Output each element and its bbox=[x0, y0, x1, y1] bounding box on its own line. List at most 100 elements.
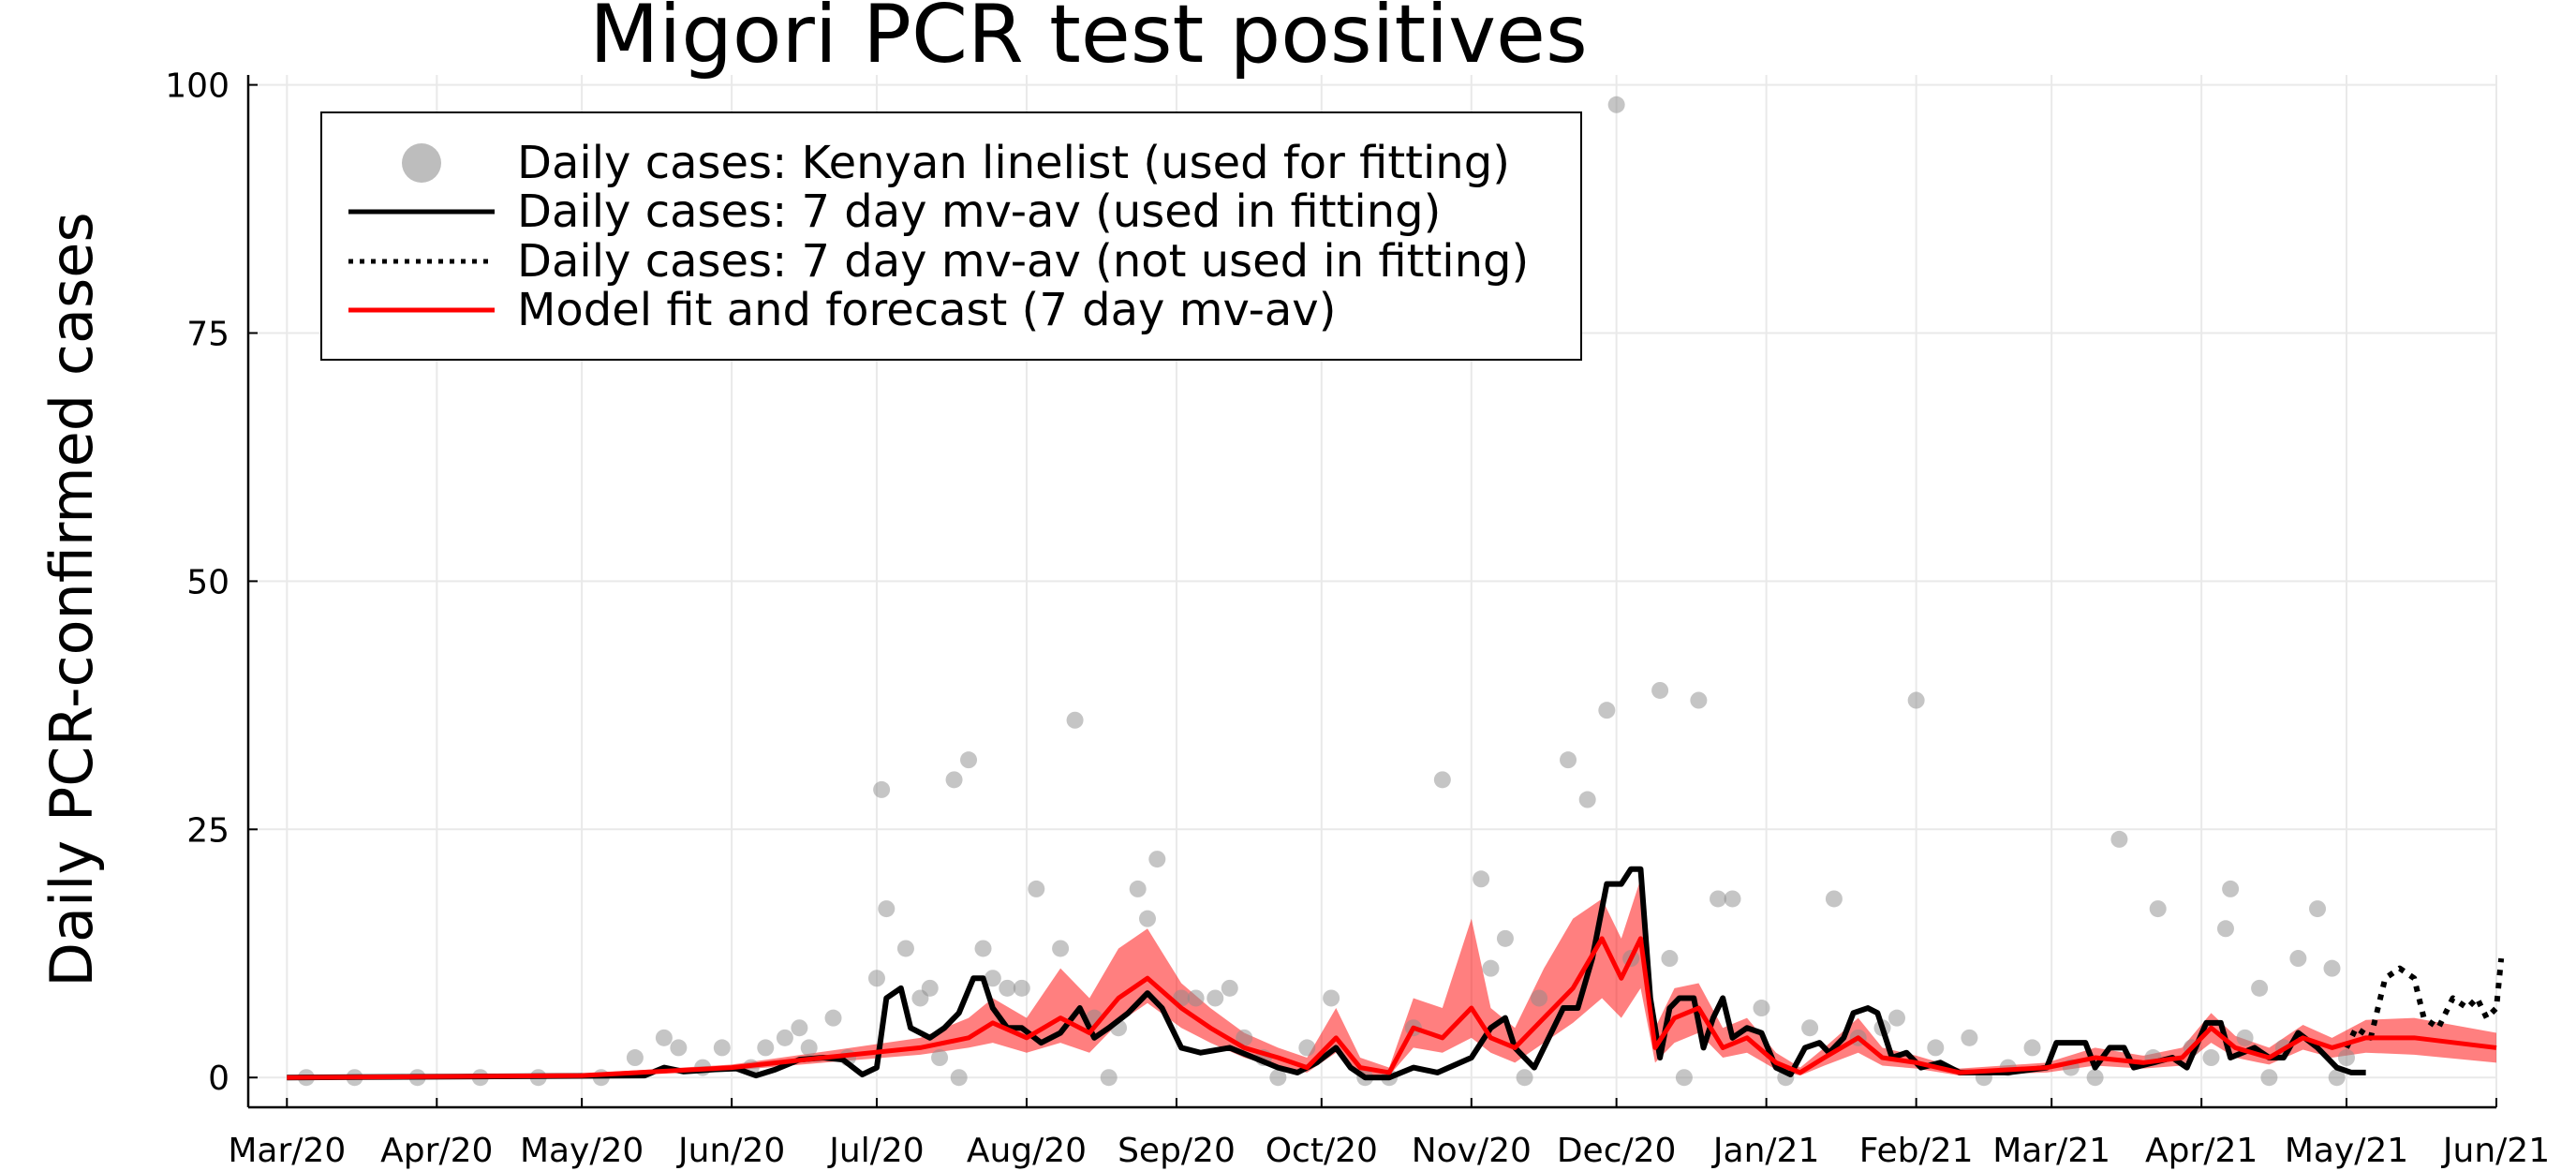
y-axis-label: Daily PCR-confirmed cases bbox=[37, 212, 106, 986]
y-tick-label: 100 bbox=[165, 67, 229, 106]
x-tick-label: Oct/20 bbox=[1266, 1132, 1378, 1170]
legend-label-scatter: Daily cases: Kenyan linelist (used for f… bbox=[517, 137, 1510, 189]
y-tick-label: 25 bbox=[186, 811, 229, 850]
chart-title: Migori PCR test positives bbox=[589, 0, 1588, 82]
scatter-point bbox=[2086, 1069, 2104, 1087]
scatter-point bbox=[1710, 890, 1727, 908]
scatter-point bbox=[984, 970, 1001, 987]
scatter-point bbox=[1496, 929, 1514, 947]
mv-av-line-not-fitted bbox=[2344, 957, 2505, 1049]
scatter-point bbox=[1825, 890, 1843, 908]
scatter-point bbox=[960, 751, 978, 769]
mv-av-line-fitted bbox=[287, 866, 2366, 1081]
scatter-point bbox=[1607, 96, 1625, 113]
scatter-point bbox=[1187, 989, 1205, 1007]
scatter-point bbox=[2289, 950, 2307, 968]
scatter-point bbox=[999, 979, 1016, 997]
x-tick-label: Dec/20 bbox=[1557, 1132, 1677, 1170]
scatter-point bbox=[1907, 691, 1925, 709]
scatter-point bbox=[1801, 1019, 1819, 1037]
scatter-point bbox=[2323, 959, 2341, 977]
scatter-point bbox=[867, 970, 885, 987]
series-lines-group bbox=[287, 866, 2505, 1081]
legend: Daily cases: Kenyan linelist (used for f… bbox=[320, 111, 1582, 361]
x-tick-label: Sep/20 bbox=[1118, 1132, 1236, 1170]
scatter-point bbox=[1066, 711, 1084, 729]
axes bbox=[246, 75, 2496, 1109]
scatter-point bbox=[824, 1009, 842, 1027]
scatter-point bbox=[2260, 1069, 2278, 1087]
scatter-point bbox=[2023, 1039, 2041, 1057]
legend-marker-scatter bbox=[402, 143, 441, 183]
model-fit-line bbox=[287, 936, 2497, 1080]
scatter-point bbox=[1221, 979, 1238, 997]
scatter-point bbox=[1888, 1009, 1905, 1027]
scatter-point bbox=[1531, 989, 1548, 1007]
scatter-point bbox=[1724, 890, 1741, 908]
scatter-point bbox=[1690, 691, 1708, 709]
scatter-point bbox=[945, 771, 963, 789]
scatter-point bbox=[1207, 989, 1224, 1007]
scatter-point bbox=[1052, 940, 1070, 957]
x-tick-label: Apr/20 bbox=[380, 1132, 493, 1170]
ticks-group: Mar/20 Apr/20 May/20 Jun/20 Jul/20 Aug/20 Sep/… bbox=[165, 67, 2550, 1170]
x-tick-label: May/21 bbox=[2285, 1132, 2408, 1170]
scatter-point bbox=[1753, 1000, 1770, 1017]
x-tick-label: Aug/20 bbox=[967, 1132, 1087, 1170]
x-tick-label: May/20 bbox=[520, 1132, 644, 1170]
scatter-point bbox=[2216, 920, 2234, 938]
scatter-point bbox=[2309, 900, 2327, 918]
scatter-point bbox=[1651, 681, 1669, 699]
legend-label-model: Model fit and forecast (7 day mv-av) bbox=[517, 284, 1336, 336]
scatter-point bbox=[2328, 1069, 2346, 1087]
scatter-point bbox=[1129, 880, 1147, 897]
scatter-point bbox=[800, 1039, 818, 1057]
scatter-point bbox=[757, 1039, 775, 1057]
scatter-point bbox=[1675, 1069, 1693, 1087]
scatter-point bbox=[974, 940, 992, 957]
scatter-point bbox=[2338, 1049, 2355, 1067]
scatter-point bbox=[1028, 880, 1045, 897]
scatter-point bbox=[2202, 1049, 2220, 1067]
x-tick-label: Mar/21 bbox=[1992, 1132, 2110, 1170]
x-tick-label: Jun/21 bbox=[2441, 1132, 2550, 1170]
x-tick-label: Feb/21 bbox=[1859, 1132, 1974, 1170]
legend-label-dotted: Daily cases: 7 day mv-av (not used in fi… bbox=[517, 235, 1529, 288]
scatter-point bbox=[2251, 979, 2269, 997]
legend-label-solid: Daily cases: 7 day mv-av (used in fittin… bbox=[517, 185, 1441, 238]
x-tick-label: Jun/20 bbox=[676, 1132, 785, 1170]
scatter-point bbox=[1139, 910, 1156, 927]
scatter-point bbox=[950, 1069, 968, 1087]
scatter-point bbox=[2149, 900, 2167, 918]
y-tick-label: 50 bbox=[186, 563, 229, 601]
scatter-point bbox=[655, 1029, 673, 1046]
scatter-point bbox=[2222, 880, 2240, 897]
x-tick-label: Jul/20 bbox=[827, 1132, 924, 1170]
scatter-point bbox=[1661, 950, 1679, 968]
x-tick-label: Mar/20 bbox=[228, 1132, 346, 1170]
scatter-point bbox=[1298, 1039, 1316, 1057]
scatter-point bbox=[1236, 1029, 1253, 1046]
scatter-point bbox=[931, 1049, 949, 1067]
scatter-point bbox=[1961, 1029, 1978, 1046]
x-tick-label: Nov/20 bbox=[1412, 1132, 1532, 1170]
scatter-point bbox=[2110, 830, 2128, 848]
y-tick-label: 75 bbox=[186, 316, 229, 354]
scatter-point bbox=[776, 1029, 793, 1046]
scatter-point bbox=[626, 1049, 644, 1067]
scatter-point bbox=[1473, 870, 1490, 888]
scatter-point bbox=[1269, 1069, 1287, 1087]
x-tick-label: Apr/21 bbox=[2145, 1132, 2258, 1170]
scatter-point bbox=[1598, 702, 1616, 719]
scatter-point bbox=[1100, 1069, 1118, 1087]
scatter-point bbox=[1323, 989, 1340, 1007]
scatter-point bbox=[1560, 751, 1577, 769]
scatter-point bbox=[896, 940, 914, 957]
scatter-point bbox=[1433, 771, 1451, 789]
scatter-point bbox=[791, 1019, 808, 1037]
scatter-point bbox=[1013, 979, 1030, 997]
scatter-point bbox=[878, 900, 896, 918]
scatter-point bbox=[1578, 791, 1596, 808]
legend-box bbox=[320, 111, 1582, 361]
scatter-point bbox=[2236, 1029, 2254, 1046]
